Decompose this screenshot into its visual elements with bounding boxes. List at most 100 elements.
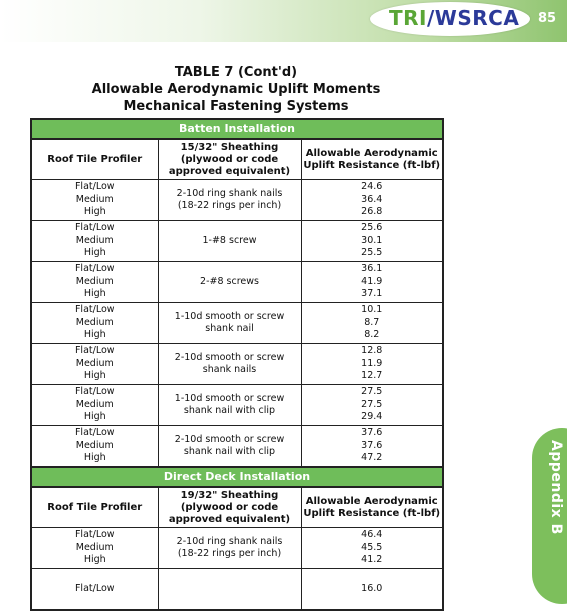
profile-cell: Flat/Low Medium High xyxy=(30,220,159,262)
resistance-value: 16.0 xyxy=(361,582,383,594)
column-header-row: Roof Tile Profiler 15/32" Sheathing (plyw… xyxy=(30,138,444,180)
logo: TRI/WSRCA xyxy=(389,6,519,30)
resistance-cell: 27.5 27.5 29.4 xyxy=(300,384,444,426)
profile-label: Flat/Low xyxy=(74,427,115,439)
fastener-cell: 1-#8 screw xyxy=(157,220,302,262)
profile-label: Medium xyxy=(75,275,114,287)
profile-label: Medium xyxy=(75,316,114,328)
profile-label: Flat/Low xyxy=(74,304,115,316)
table-title: TABLE 7 (Cont'd) xyxy=(174,65,298,80)
resistance-value: 27.5 xyxy=(361,386,383,398)
profile-label: High xyxy=(83,411,106,423)
section-header-row: Direct Deck Installation xyxy=(30,466,444,488)
resistance-cell: 46.4 45.5 41.2 xyxy=(300,527,444,569)
table-row: Flat/Low Medium High 2-#8 screws 36.1 41.9 37.… xyxy=(30,261,444,303)
profile-label: Medium xyxy=(75,193,114,205)
resistance-value: 45.5 xyxy=(361,541,383,553)
column-header-row: Roof Tile Profiler 19/32" Sheathing (plyw… xyxy=(30,486,444,528)
appendix-tab xyxy=(532,428,567,604)
col-header-profile: Roof Tile Profiler xyxy=(30,138,159,180)
resistance-cell: 24.6 36.4 26.8 xyxy=(300,179,444,221)
fastener-cell xyxy=(157,568,302,611)
resistance-value: 24.6 xyxy=(361,181,383,193)
uplift-table: Batten Installation Roof Tile Profiler 15/… xyxy=(30,118,444,611)
resistance-value: 41.9 xyxy=(361,275,383,287)
section-header-row: Batten Installation xyxy=(30,118,444,140)
table-subtitle-2: Mechanical Fastening Systems xyxy=(123,99,349,114)
table-row: Flat/Low Medium High 2-10d ring shank nails… xyxy=(30,527,444,569)
profile-label: Medium xyxy=(75,234,114,246)
resistance-value: 36.1 xyxy=(361,263,383,275)
profile-label: High xyxy=(83,288,106,300)
table-row: Flat/Low Medium High 1-10d smooth or screw … xyxy=(30,384,444,426)
resistance-cell: 25.6 30.1 25.5 xyxy=(300,220,444,262)
resistance-value: 46.4 xyxy=(361,529,383,541)
resistance-value: 47.2 xyxy=(361,452,383,464)
resistance-value: 37.6 xyxy=(361,439,383,451)
profile-label: Flat/Low xyxy=(74,386,115,398)
profile-label: Flat/Low xyxy=(74,181,115,193)
fastener-cell: 2-10d smooth or screw shank nails xyxy=(157,343,302,385)
resistance-value: 26.8 xyxy=(361,206,383,218)
fastener-cell: 2-10d ring shank nails (18-22 rings per … xyxy=(157,527,302,569)
resistance-value: 37.6 xyxy=(361,427,383,439)
page-number: 85 xyxy=(538,11,557,26)
table-row: Flat/Low Medium High 2-10d smooth or screw … xyxy=(30,343,444,385)
fastener-cell: 1-10d smooth or screw shank nail xyxy=(157,302,302,344)
profile-cell: Flat/Low xyxy=(30,568,159,611)
resistance-value: 12.7 xyxy=(361,370,383,382)
profile-label: Flat/Low xyxy=(74,222,115,234)
profile-label: Medium xyxy=(75,541,114,553)
profile-label: High xyxy=(83,452,106,464)
table-subtitle: Allowable Aerodynamic Uplift Moments xyxy=(91,82,381,97)
logo-tri: TRI xyxy=(389,6,427,30)
fastener-cell: 1-10d smooth or screw shank nail with cl… xyxy=(157,384,302,426)
col-header-resistance: Allowable Aerodynamic Uplift Resistance … xyxy=(300,138,444,180)
col-header-profile: Roof Tile Profiler xyxy=(30,486,159,528)
resistance-value: 37.1 xyxy=(361,288,383,300)
profile-cell: Flat/Low Medium High xyxy=(30,343,159,385)
table-row: Flat/Low Medium High 2-10d ring shank nails… xyxy=(30,179,444,221)
resistance-value: 8.2 xyxy=(364,329,380,341)
fastener-cell: 2-#8 screws xyxy=(157,261,302,303)
profile-label: High xyxy=(83,206,106,218)
resistance-cell: 16.0 xyxy=(300,568,444,611)
profile-label: Flat/Low xyxy=(74,263,115,275)
profile-label: High xyxy=(83,554,106,566)
resistance-value: 25.5 xyxy=(361,247,383,259)
col-header-sheathing: 15/32" Sheathing (plywood or code approv… xyxy=(157,138,302,180)
profile-label: Flat/Low xyxy=(74,345,115,357)
resistance-value: 8.7 xyxy=(364,316,380,328)
profile-label: Flat/Low xyxy=(74,582,115,594)
profile-label: High xyxy=(83,370,106,382)
resistance-cell: 36.1 41.9 37.1 xyxy=(300,261,444,303)
logo-wsrca: /WSRCA xyxy=(426,6,520,30)
appendix-tab-label: Appendix B xyxy=(548,440,564,535)
table-row: Flat/Low Medium High 1-10d smooth or screw … xyxy=(30,302,444,344)
resistance-value: 12.8 xyxy=(361,345,383,357)
profile-cell: Flat/Low Medium High xyxy=(30,261,159,303)
resistance-value: 27.5 xyxy=(361,398,383,410)
logo-oval xyxy=(370,2,530,36)
resistance-cell: 37.6 37.6 47.2 xyxy=(300,425,444,468)
resistance-value: 36.4 xyxy=(361,193,383,205)
profile-label: Flat/Low xyxy=(74,529,115,541)
col-header-resistance: Allowable Aerodynamic Uplift Resistance … xyxy=(300,486,444,528)
profile-cell: Flat/Low Medium High xyxy=(30,384,159,426)
resistance-value: 25.6 xyxy=(361,222,383,234)
resistance-value: 10.1 xyxy=(361,304,383,316)
profile-label: Medium xyxy=(75,398,114,410)
profile-label: Medium xyxy=(75,357,114,369)
profile-cell: Flat/Low Medium High xyxy=(30,302,159,344)
profile-cell: Flat/Low Medium High xyxy=(30,425,159,468)
resistance-value: 29.4 xyxy=(361,411,383,423)
col-header-sheathing: 19/32" Sheathing (plywood or code approv… xyxy=(157,486,302,528)
table-row: Flat/Low Medium High 2-10d smooth or screw … xyxy=(30,425,444,468)
resistance-cell: 10.1 8.7 8.2 xyxy=(300,302,444,344)
table-row: Flat/Low Medium High 1-#8 screw 25.6 30.1 25.5 xyxy=(30,220,444,262)
profile-label: Medium xyxy=(75,439,114,451)
section-title: Batten Installation xyxy=(30,118,444,140)
resistance-value: 41.2 xyxy=(361,554,383,566)
resistance-value: 11.9 xyxy=(361,357,383,369)
resistance-value: 30.1 xyxy=(361,234,383,246)
